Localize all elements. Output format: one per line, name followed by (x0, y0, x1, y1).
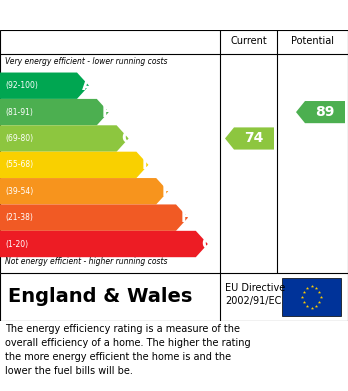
Text: Potential: Potential (291, 36, 334, 46)
Text: F: F (181, 210, 191, 225)
Text: C: C (121, 131, 133, 146)
Text: 74: 74 (244, 131, 264, 145)
Text: (1-20): (1-20) (5, 240, 28, 249)
Polygon shape (225, 127, 274, 150)
Polygon shape (0, 125, 129, 152)
Text: England & Wales: England & Wales (8, 287, 192, 307)
Polygon shape (0, 72, 89, 99)
Text: A: A (82, 78, 94, 93)
Text: The energy efficiency rating is a measure of the
overall efficiency of a home. T: The energy efficiency rating is a measur… (5, 325, 251, 377)
Text: Current: Current (230, 36, 267, 46)
Text: (81-91): (81-91) (5, 108, 33, 117)
Bar (282, 278, 341, 316)
Text: Energy Efficiency Rating: Energy Efficiency Rating (50, 6, 298, 24)
Text: EU Directive
2002/91/EC: EU Directive 2002/91/EC (225, 283, 285, 306)
Polygon shape (0, 231, 208, 257)
Text: Very energy efficient - lower running costs: Very energy efficient - lower running co… (5, 57, 167, 66)
Polygon shape (296, 101, 345, 123)
Polygon shape (0, 204, 188, 231)
Text: (92-100): (92-100) (5, 81, 38, 90)
Polygon shape (0, 152, 148, 178)
Text: B: B (102, 105, 113, 120)
Text: (69-80): (69-80) (5, 134, 33, 143)
Text: (55-68): (55-68) (5, 160, 33, 169)
Polygon shape (0, 178, 168, 204)
Text: E: E (161, 184, 172, 199)
Text: D: D (141, 157, 154, 172)
Text: Not energy efficient - higher running costs: Not energy efficient - higher running co… (5, 257, 167, 266)
Polygon shape (0, 99, 109, 125)
Text: (21-38): (21-38) (5, 213, 33, 222)
Text: 89: 89 (315, 105, 335, 119)
Text: (39-54): (39-54) (5, 187, 33, 196)
Text: G: G (201, 237, 213, 251)
